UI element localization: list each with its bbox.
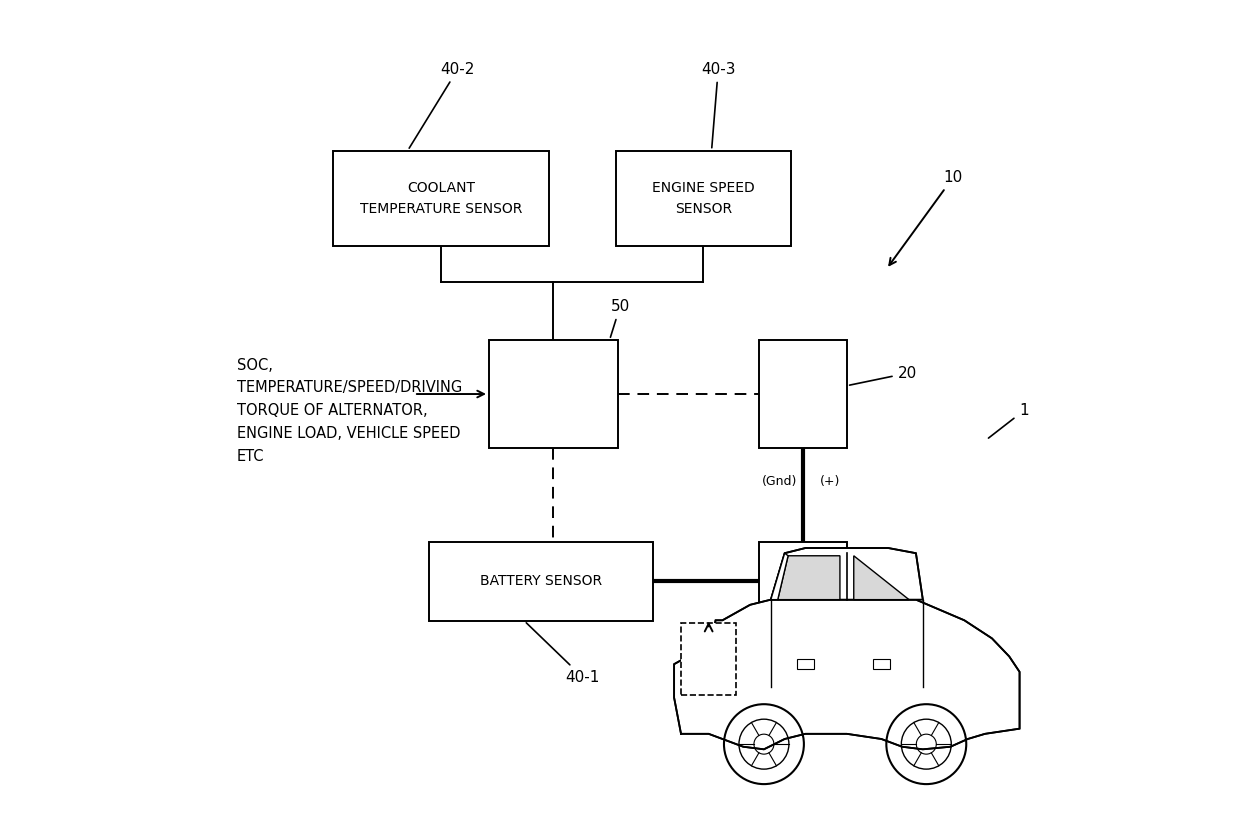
Text: 1: 1 — [988, 403, 1028, 438]
Polygon shape — [771, 548, 923, 600]
Bar — [759, 340, 847, 448]
Text: 20: 20 — [849, 365, 916, 385]
Bar — [429, 542, 653, 621]
Text: 40-2: 40-2 — [409, 62, 475, 148]
Bar — [759, 542, 847, 621]
Text: 30: 30 — [849, 563, 916, 578]
Text: 40-1: 40-1 — [526, 623, 600, 685]
Text: COOLANT
TEMPERATURE SENSOR: COOLANT TEMPERATURE SENSOR — [360, 181, 522, 215]
Bar — [873, 659, 890, 670]
Polygon shape — [854, 556, 909, 600]
Polygon shape — [777, 556, 839, 600]
Bar — [332, 151, 549, 246]
Text: 50: 50 — [610, 299, 630, 337]
Text: (+): (+) — [820, 475, 839, 489]
Bar — [797, 659, 813, 670]
Text: ENGINE SPEED
SENSOR: ENGINE SPEED SENSOR — [652, 181, 755, 215]
Bar — [681, 623, 737, 696]
Polygon shape — [675, 600, 1019, 749]
Text: 10: 10 — [889, 170, 962, 265]
Text: (Gnd): (Gnd) — [763, 475, 797, 489]
Text: SOC,
TEMPERATURE/SPEED/DRIVING
TORQUE OF ALTERNATOR,
ENGINE LOAD, VEHICLE SPEED
: SOC, TEMPERATURE/SPEED/DRIVING TORQUE OF… — [237, 358, 463, 463]
Bar — [489, 340, 618, 448]
Bar — [616, 151, 791, 246]
Text: 40-3: 40-3 — [701, 62, 735, 147]
Text: BATTERY SENSOR: BATTERY SENSOR — [480, 574, 601, 588]
Polygon shape — [771, 553, 789, 600]
